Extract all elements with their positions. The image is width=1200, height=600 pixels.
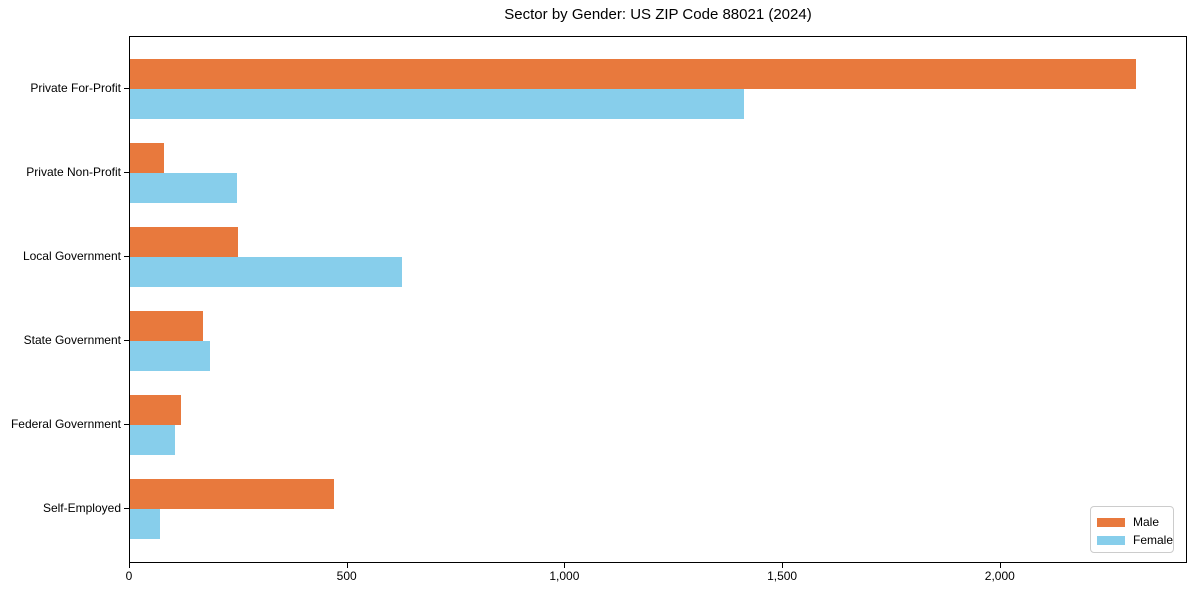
- bar-male-local-government: [130, 227, 238, 257]
- legend-swatch-female: [1097, 535, 1125, 545]
- xtick-label-2000: 2,000: [984, 569, 1015, 583]
- bar-male-state-government: [130, 311, 204, 341]
- xtick-mark: [129, 563, 130, 568]
- bar-female-private-for-profit: [130, 89, 744, 119]
- bar-female-self-employed: [130, 509, 161, 539]
- legend-swatch-male: [1097, 517, 1125, 527]
- ytick-label-local-government: Local Government: [22, 249, 121, 263]
- chart-title: Sector by Gender: US ZIP Code 88021 (202…: [504, 6, 812, 23]
- ytick-label-self-employed: Self-Employed: [42, 501, 121, 515]
- bar-female-private-non-profit: [130, 173, 237, 203]
- ytick-label-private-for-profit: Private For-Profit: [30, 81, 121, 95]
- ytick-mark: [124, 424, 129, 425]
- ytick-mark: [124, 508, 129, 509]
- bar-female-federal-government: [130, 425, 175, 455]
- bar-male-self-employed: [130, 479, 335, 509]
- ytick-mark: [124, 172, 129, 173]
- legend-item-male: Male: [1097, 513, 1173, 531]
- xtick-label-0: 0: [125, 569, 133, 583]
- ytick-label-private-non-profit: Private Non-Profit: [26, 165, 121, 179]
- xtick-mark: [564, 563, 566, 568]
- xtick-label-500: 500: [336, 569, 357, 583]
- bar-female-state-government: [130, 341, 211, 371]
- ytick-label-federal-government: Federal Government: [10, 417, 121, 431]
- xtick-mark: [999, 563, 1001, 568]
- plot-area: [129, 36, 1187, 563]
- xtick-mark: [782, 563, 784, 568]
- legend-label-male: Male: [1133, 515, 1160, 529]
- xtick-label-1500: 1,500: [767, 569, 798, 583]
- legend: Male Female: [1090, 506, 1174, 553]
- bar-male-private-non-profit: [130, 143, 164, 173]
- bar-male-federal-government: [130, 395, 181, 425]
- ytick-mark: [124, 256, 129, 257]
- legend-item-female: Female: [1097, 531, 1173, 549]
- bars-layer: [130, 37, 1186, 562]
- bar-male-private-for-profit: [130, 59, 1136, 89]
- ytick-mark: [124, 88, 129, 89]
- xtick-label-1000: 1,000: [549, 569, 580, 583]
- ytick-mark: [124, 340, 129, 341]
- ytick-label-state-government: State Government: [23, 333, 121, 347]
- bar-female-local-government: [130, 257, 403, 287]
- xtick-mark: [346, 563, 348, 568]
- legend-label-female: Female: [1133, 533, 1174, 547]
